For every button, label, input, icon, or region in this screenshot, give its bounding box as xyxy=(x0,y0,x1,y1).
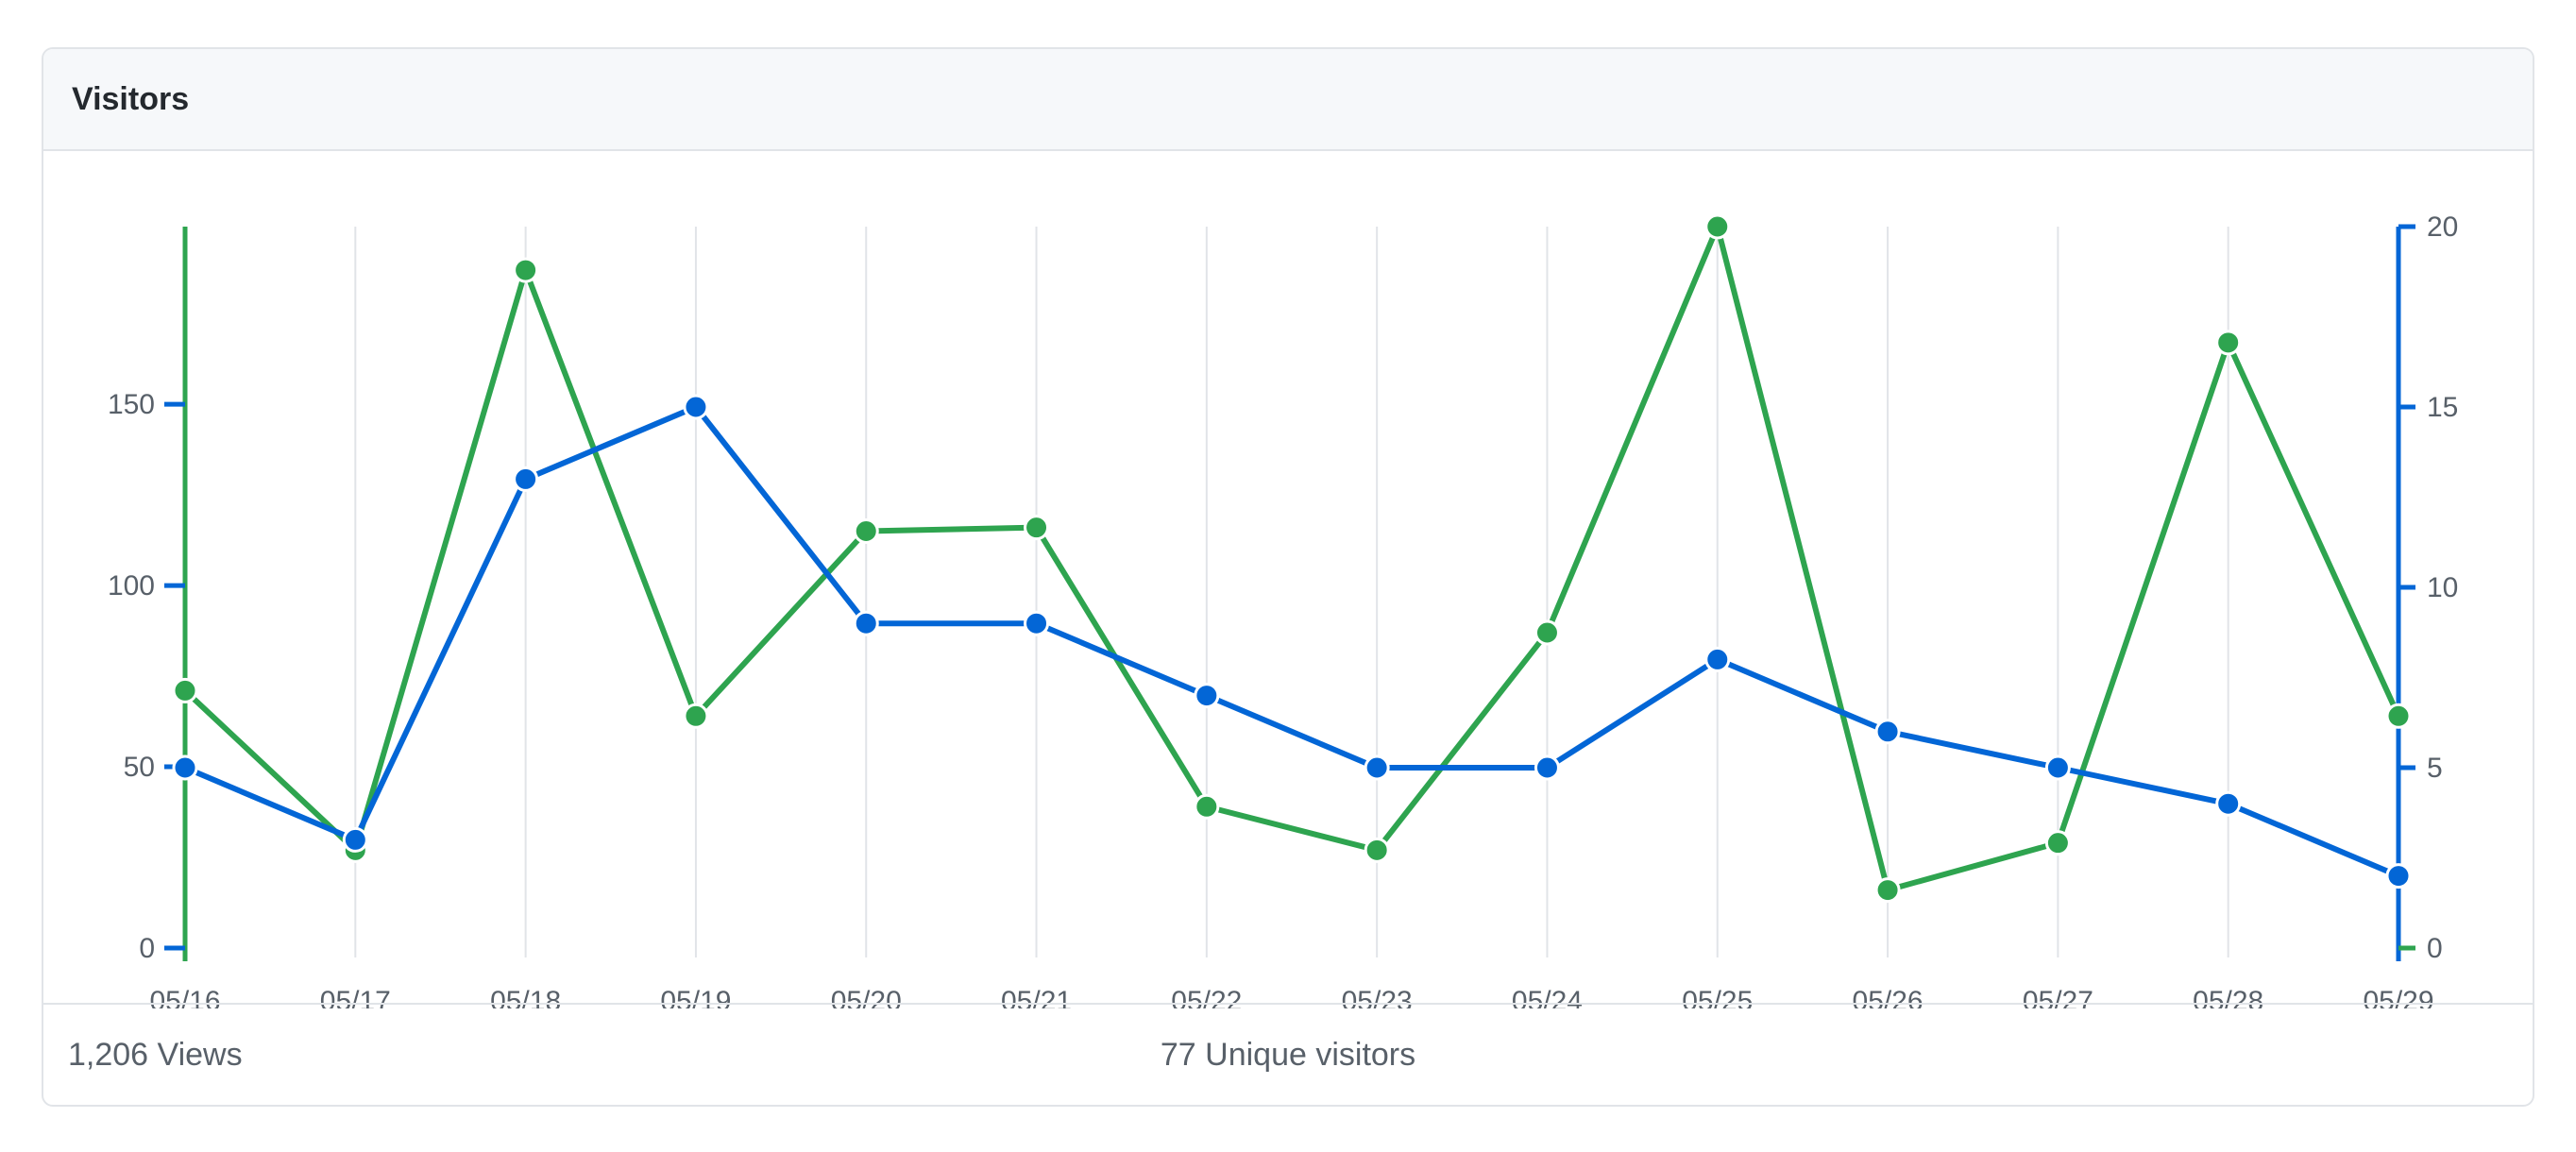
left-tick-label: 100 xyxy=(108,570,155,601)
data-point-unique xyxy=(853,610,879,636)
data-point-views xyxy=(1874,877,1901,904)
data-point-views xyxy=(2215,330,2242,356)
data-point-unique xyxy=(2215,790,2242,817)
x-tick-label: 05/22 xyxy=(1171,986,1242,1008)
data-point-unique xyxy=(1874,719,1901,745)
series-line-unique xyxy=(182,404,2401,879)
x-tick-label: 05/29 xyxy=(2363,986,2433,1008)
data-point-unique xyxy=(172,754,198,781)
series-line-views xyxy=(182,224,2401,893)
data-point-views xyxy=(1024,515,1050,541)
chart-area: 0 50 100 150 0 5 10 15 20 05/16 05/17 05/18 05/19 05/… xyxy=(43,151,2533,1008)
data-point-unique xyxy=(1024,610,1050,636)
views-count: 1,206 Views xyxy=(68,1036,243,1073)
data-point-views xyxy=(1364,837,1390,863)
data-point-unique xyxy=(2385,863,2412,889)
right-tick-label: 0 xyxy=(2427,933,2443,964)
x-tick-label: 05/24 xyxy=(1512,986,1583,1008)
x-tick-label: 05/27 xyxy=(2023,986,2093,1008)
x-tick-label: 05/19 xyxy=(660,986,731,1008)
data-point-views xyxy=(513,257,539,283)
right-tick-label: 15 xyxy=(2427,392,2458,423)
data-point-unique xyxy=(513,466,539,492)
data-point-unique xyxy=(683,394,709,420)
visitors-chart: 0 50 100 150 0 5 10 15 20 05/16 05/17 05/18 05/19 05/… xyxy=(108,212,2458,1008)
data-point-views xyxy=(2385,703,2412,729)
data-point-unique xyxy=(1534,754,1560,781)
left-tick-label: 50 xyxy=(124,752,155,783)
data-point-views xyxy=(2044,830,2071,856)
data-point-views xyxy=(172,677,198,703)
card-footer: 1,206 Views 77 Unique visitors xyxy=(43,1003,2533,1105)
x-tick-label: 05/23 xyxy=(1342,986,1413,1008)
visitors-card: Visitors 0 50 100 150 0 5 10 15 20 05/16 05/17 05/1… xyxy=(42,47,2534,1107)
x-tick-label: 05/28 xyxy=(2193,986,2263,1008)
x-tick-label: 05/16 xyxy=(149,986,220,1008)
data-point-unique xyxy=(1704,646,1731,672)
unique-visitors-count: 77 Unique visitors xyxy=(1160,1036,1416,1073)
data-point-unique xyxy=(1194,683,1220,709)
data-point-unique xyxy=(1364,754,1390,781)
x-tick-label: 05/17 xyxy=(320,986,391,1008)
data-point-views xyxy=(1194,793,1220,820)
left-tick-label: 150 xyxy=(108,389,155,420)
x-tick-label: 05/25 xyxy=(1682,986,1753,1008)
right-tick-label: 20 xyxy=(2427,212,2458,243)
x-tick-label: 05/26 xyxy=(1853,986,1924,1008)
x-tick-label: 05/20 xyxy=(831,986,902,1008)
data-point-unique xyxy=(2044,754,2071,781)
data-point-views xyxy=(1704,213,1731,240)
card-header: Visitors xyxy=(43,49,2533,151)
data-point-views xyxy=(1534,619,1560,646)
data-point-views xyxy=(683,703,709,729)
x-tick-label: 05/21 xyxy=(1001,986,1072,1008)
card-title: Visitors xyxy=(72,80,190,117)
data-point-unique xyxy=(342,826,368,853)
x-tick-label: 05/18 xyxy=(490,986,561,1008)
data-point-views xyxy=(853,517,879,544)
right-tick-label: 5 xyxy=(2427,753,2443,784)
left-tick-label: 0 xyxy=(139,933,155,964)
right-tick-label: 10 xyxy=(2427,572,2458,603)
